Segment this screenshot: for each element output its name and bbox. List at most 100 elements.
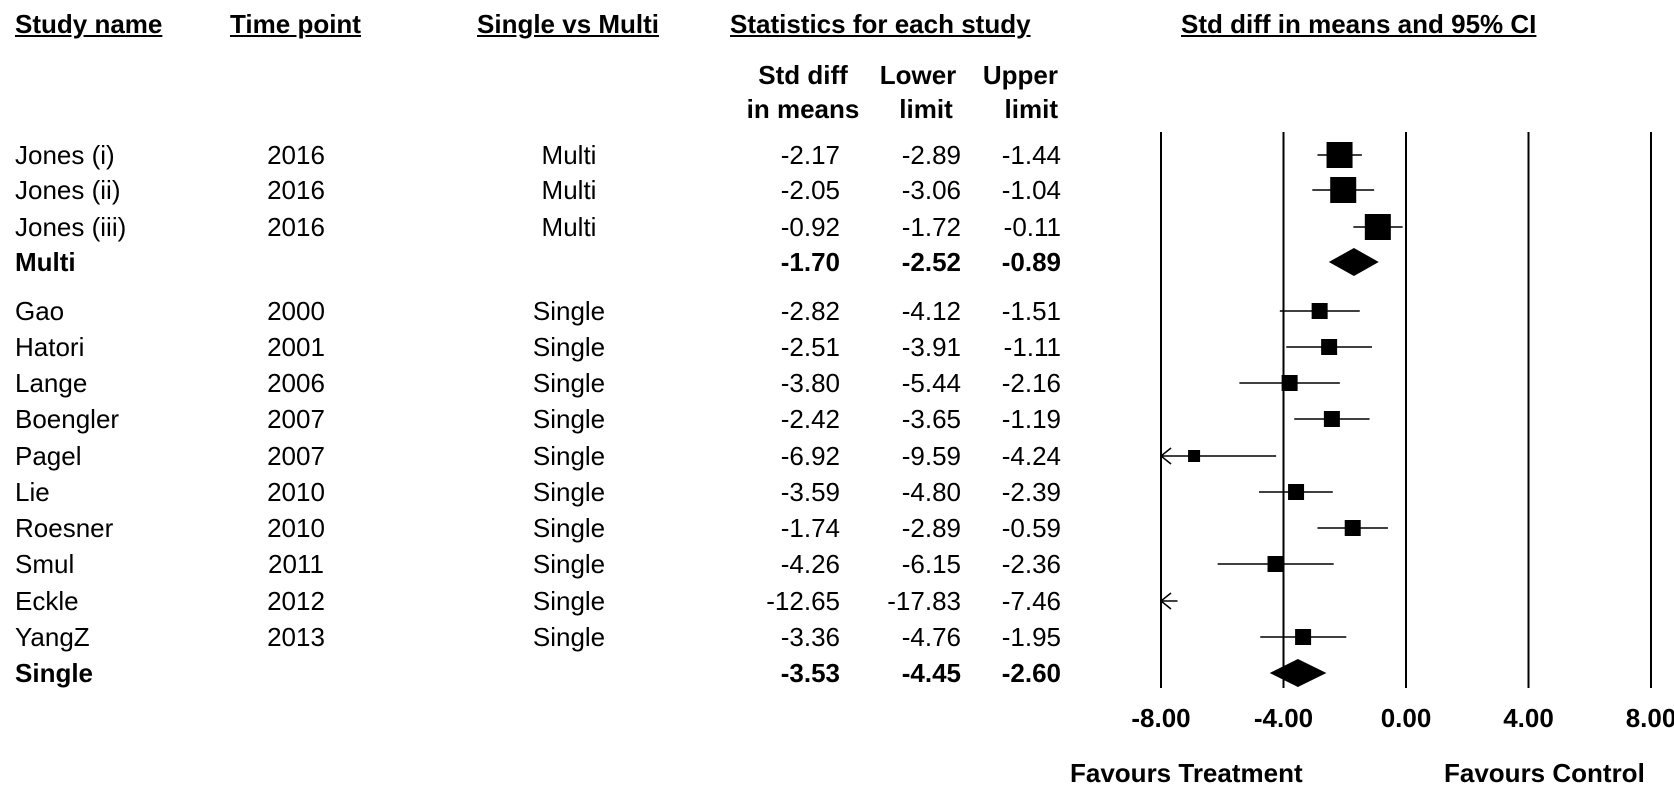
- upper-limit-cell: -1.04: [1001, 175, 1061, 205]
- std-diff-cell: -1.70: [780, 247, 840, 277]
- group-cell: Multi: [541, 175, 597, 205]
- study-name-cell: Hatori: [15, 332, 85, 362]
- time-point-cell: 2016: [267, 212, 325, 242]
- group-cell: Single: [532, 332, 606, 362]
- study-name-cell: Smul: [15, 549, 75, 579]
- std-diff-cell: -2.51: [780, 332, 840, 362]
- std-diff-cell: -3.36: [780, 622, 840, 652]
- lower-limit-cell: -4.76: [901, 622, 961, 652]
- subheader-upper: Upper: [982, 60, 1058, 90]
- header-plot: Std diff in means and 95% CI: [1181, 9, 1537, 39]
- upper-limit-cell: -1.95: [1001, 622, 1061, 652]
- lower-limit-cell: -4.12: [901, 296, 961, 326]
- std-diff-cell: -2.82: [780, 296, 840, 326]
- effect-marker: [1326, 142, 1353, 168]
- subheader-std-diff: Std diff: [758, 60, 848, 90]
- group-cell: Single: [532, 477, 606, 507]
- time-point-cell: 2007: [267, 404, 325, 434]
- study-name-cell: YangZ: [15, 622, 90, 652]
- std-diff-cell: -2.05: [780, 175, 840, 205]
- effect-marker: [1267, 556, 1284, 572]
- lower-limit-cell: -1.72: [901, 212, 961, 242]
- upper-limit-cell: -4.24: [1001, 441, 1061, 471]
- group-cell: Multi: [541, 212, 597, 242]
- favours-control-label: Favours Control: [1444, 758, 1645, 788]
- x-tick-label: 0.00: [1381, 703, 1432, 733]
- group-cell: Single: [532, 586, 606, 616]
- effect-marker: [1323, 411, 1340, 427]
- lower-limit-cell: -2.89: [901, 140, 961, 170]
- lower-limit-cell: -5.44: [901, 368, 961, 398]
- study-name-cell: Pagel: [15, 441, 82, 471]
- header-time-point: Time point: [230, 9, 361, 39]
- upper-limit-cell: -1.11: [1003, 332, 1061, 362]
- x-tick-label: -8.00: [1131, 703, 1190, 733]
- effect-marker: [1364, 214, 1391, 240]
- lower-limit-cell: -3.06: [901, 175, 961, 205]
- group-cell: Single: [532, 296, 606, 326]
- x-tick-label: 8.00: [1626, 703, 1674, 733]
- summary-diamond: [1269, 659, 1327, 687]
- lower-limit-cell: -2.52: [901, 247, 961, 277]
- group-cell: Single: [532, 549, 606, 579]
- effect-marker: [1188, 450, 1201, 462]
- favours-treatment-label: Favours Treatment: [1070, 758, 1303, 788]
- group-cell: Single: [532, 441, 606, 471]
- study-name-cell: Jones (ii): [15, 175, 121, 205]
- upper-limit-cell: -2.16: [1001, 368, 1061, 398]
- group-cell: Single: [532, 622, 606, 652]
- study-name-cell: Jones (i): [15, 140, 115, 170]
- upper-limit-cell: -0.59: [1001, 513, 1061, 543]
- effect-marker: [1281, 375, 1298, 391]
- header-statistics: Statistics for each study: [730, 9, 1031, 39]
- header-study-name: Study name: [15, 9, 163, 39]
- subheader-lower-limit: limit: [899, 94, 953, 124]
- time-point-cell: 2016: [267, 175, 325, 205]
- time-point-cell: 2011: [268, 549, 324, 579]
- std-diff-cell: -2.42: [780, 404, 840, 434]
- study-name-cell: Boengler: [15, 404, 120, 434]
- time-point-cell: 2012: [267, 586, 325, 616]
- upper-limit-cell: -0.11: [1003, 212, 1061, 242]
- x-tick-label: -4.00: [1254, 703, 1313, 733]
- lower-limit-cell: -3.65: [901, 404, 961, 434]
- study-name-cell: Eckle: [15, 586, 79, 616]
- study-name-cell: Gao: [15, 296, 65, 326]
- upper-limit-cell: -2.60: [1001, 658, 1061, 688]
- summary-diamond: [1328, 248, 1379, 276]
- lower-limit-cell: -4.80: [901, 477, 961, 507]
- time-point-cell: 2006: [267, 368, 325, 398]
- upper-limit-cell: -1.19: [1001, 404, 1061, 434]
- ci-arrow: [1159, 447, 1172, 465]
- time-point-cell: 2010: [267, 513, 325, 543]
- effect-marker: [1295, 629, 1312, 645]
- effect-marker: [1330, 177, 1357, 203]
- subheader-in-means: in means: [746, 94, 860, 124]
- group-cell: Single: [532, 513, 606, 543]
- std-diff-cell: -4.26: [780, 549, 840, 579]
- study-name-cell: Multi: [15, 247, 76, 277]
- upper-limit-cell: -7.46: [1001, 586, 1061, 616]
- upper-limit-cell: -2.39: [1001, 477, 1061, 507]
- effect-marker: [1288, 484, 1305, 500]
- study-name-cell: Lange: [15, 368, 88, 398]
- time-point-cell: 2007: [267, 441, 325, 471]
- upper-limit-cell: -2.36: [1001, 549, 1061, 579]
- upper-limit-cell: -1.44: [1001, 140, 1061, 170]
- ci-arrow: [1159, 592, 1172, 610]
- time-point-cell: 2010: [267, 477, 325, 507]
- std-diff-cell: -3.59: [780, 477, 840, 507]
- std-diff-cell: -6.92: [780, 441, 840, 471]
- effect-marker: [1321, 339, 1338, 355]
- std-diff-cell: -0.92: [780, 212, 840, 242]
- std-diff-cell: -3.80: [780, 368, 840, 398]
- time-point-cell: 2013: [267, 622, 325, 652]
- lower-limit-cell: -4.45: [901, 658, 961, 688]
- std-diff-cell: -2.17: [780, 140, 840, 170]
- study-name-cell: Single: [15, 658, 94, 688]
- lower-limit-cell: -9.59: [901, 441, 961, 471]
- group-cell: Multi: [541, 140, 597, 170]
- lower-limit-cell: -2.89: [901, 513, 961, 543]
- lower-limit-cell: -6.15: [901, 549, 961, 579]
